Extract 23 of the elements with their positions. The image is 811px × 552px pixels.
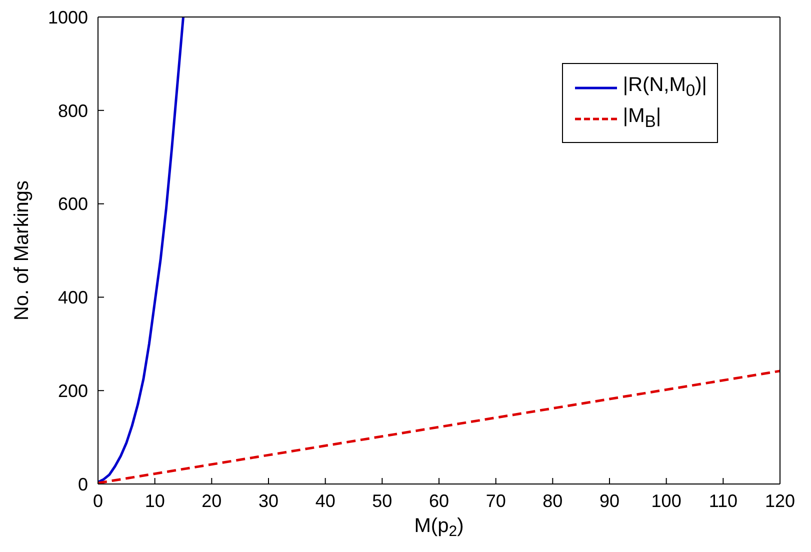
x-tick-label: 0: [92, 490, 104, 511]
x-tick-label: 80: [542, 490, 563, 511]
y-tick-label: 200: [58, 380, 88, 401]
x-axis-title: M(p$_{2}$): [414, 515, 464, 540]
x-tick-label: 90: [599, 490, 620, 511]
legend-label: |M$_{B}$|: [622, 105, 662, 131]
y-tick-label: 0: [78, 474, 88, 494]
x-tick-label: 60: [428, 490, 450, 511]
x-tick-label: 10: [144, 490, 165, 511]
y-axis-title: No. of Markings: [11, 180, 33, 321]
x-tick-label: 70: [486, 490, 506, 511]
x-tick-label: 40: [315, 490, 336, 511]
y-tick-label: 800: [58, 100, 88, 121]
y-tick-label: 400: [58, 288, 88, 308]
x-tick-label: 100: [651, 490, 682, 511]
y-tick-label: 600: [58, 194, 88, 214]
legend-label: |R(N,M$_{0}$)|: [622, 74, 707, 100]
x-tick-label: 30: [258, 490, 279, 511]
x-tick-label: 110: [708, 490, 738, 511]
x-tick-label: 20: [202, 490, 222, 511]
x-tick-label: 120: [764, 490, 796, 511]
x-tick-label: 50: [372, 490, 392, 511]
y-tick-label: 1000: [48, 7, 88, 28]
